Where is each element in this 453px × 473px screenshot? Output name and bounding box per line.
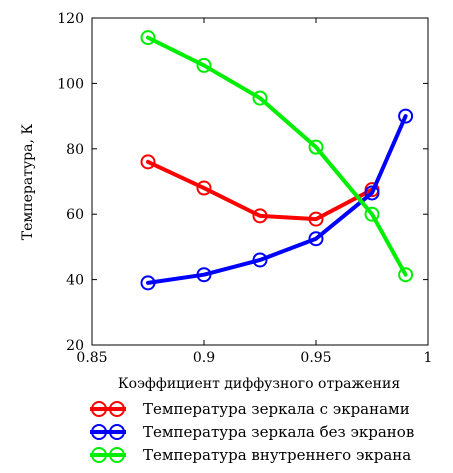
legend-marker bbox=[91, 424, 107, 440]
series-3-point bbox=[308, 139, 324, 155]
x-axis-title: Коэффициент диффузного отражения bbox=[118, 376, 401, 392]
series-2-point bbox=[196, 267, 212, 283]
series-3-point bbox=[252, 90, 268, 106]
y-tick-label: 120 bbox=[57, 11, 84, 27]
x-tick-label: 0.95 bbox=[300, 350, 331, 366]
x-tick-label: 0.85 bbox=[76, 350, 107, 366]
series-3-point bbox=[196, 57, 212, 73]
plot-frame bbox=[91, 17, 429, 346]
legend-marker bbox=[91, 447, 107, 463]
legend-label-3: Температура внутреннего экрана bbox=[143, 446, 411, 464]
series-1-point bbox=[308, 211, 324, 227]
legend-marker bbox=[109, 401, 125, 417]
series-2-point bbox=[252, 252, 268, 268]
series-1-point bbox=[252, 208, 268, 224]
series-2-point bbox=[364, 185, 380, 201]
series-3-point bbox=[398, 267, 414, 283]
legend-marker bbox=[109, 424, 125, 440]
y-axis-title: Температура, К bbox=[20, 124, 36, 241]
legend-marker bbox=[91, 401, 107, 417]
series-line-2 bbox=[146, 114, 408, 285]
legend-label-2: Температура зеркала без экранов bbox=[143, 423, 414, 441]
series-3-point bbox=[140, 30, 156, 46]
x-tick-label: 0.9 bbox=[193, 350, 215, 366]
x-tick-label: 1 bbox=[424, 350, 433, 366]
series-3-point bbox=[364, 206, 380, 222]
series-line-1 bbox=[146, 159, 374, 222]
series-1-point bbox=[196, 180, 212, 196]
legend-marker bbox=[109, 447, 125, 463]
series-2-point bbox=[398, 108, 414, 124]
legend: Температура зеркала с экранами Температур… bbox=[90, 400, 414, 464]
legend-label-1: Температура зеркала с экранами bbox=[143, 400, 410, 418]
y-tick-label: 20 bbox=[66, 338, 84, 354]
y-tick-label: 100 bbox=[57, 76, 84, 92]
y-tick-label: 60 bbox=[66, 207, 84, 223]
series-2-point bbox=[308, 231, 324, 247]
series-1-point bbox=[140, 154, 156, 170]
series-2-point bbox=[140, 275, 156, 291]
y-tick-label: 40 bbox=[66, 273, 84, 289]
y-tick-label: 80 bbox=[66, 142, 84, 158]
series-line-3 bbox=[146, 35, 408, 277]
